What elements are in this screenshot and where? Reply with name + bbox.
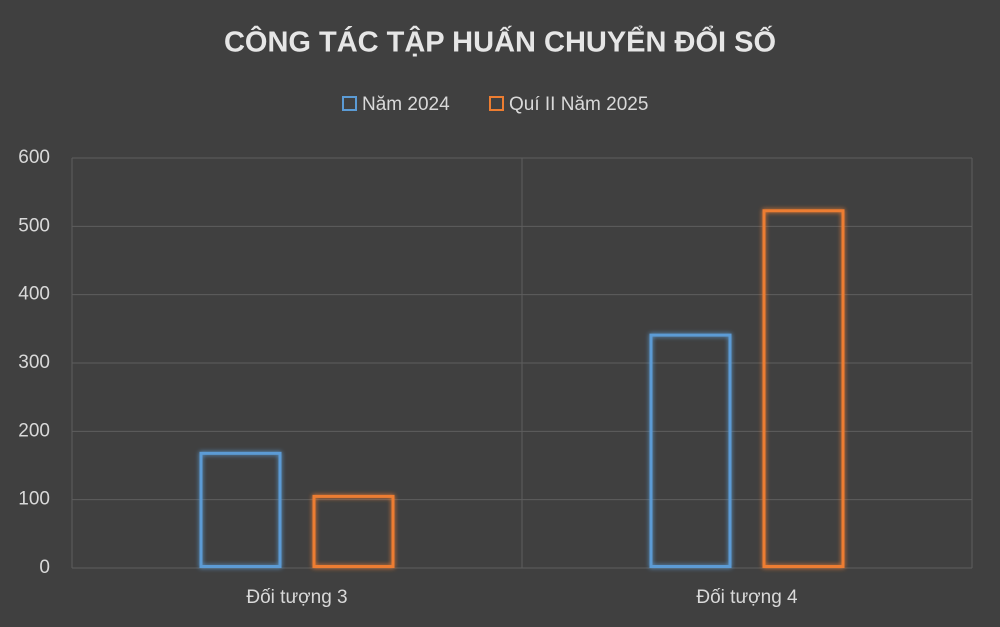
y-tick-label: 200 bbox=[18, 420, 50, 441]
x-tick-label: Đối tượng 4 bbox=[696, 587, 798, 608]
bar bbox=[199, 451, 282, 569]
chart-title: CÔNG TÁC TẬP HUẤN CHUYỂN ĐỔI SỐ bbox=[224, 25, 776, 59]
x-tick-label: Đối tượng 3 bbox=[246, 587, 347, 608]
legend-label: Quí II Năm 2025 bbox=[509, 94, 648, 115]
bar bbox=[649, 333, 732, 568]
legend-swatch bbox=[342, 96, 357, 111]
y-tick-label: 100 bbox=[18, 489, 50, 510]
bar bbox=[762, 209, 845, 568]
legend-label: Năm 2024 bbox=[362, 94, 450, 115]
y-tick-label: 400 bbox=[18, 284, 50, 305]
bar bbox=[312, 494, 395, 568]
legend-swatch bbox=[489, 96, 504, 111]
y-tick-label: 300 bbox=[18, 352, 50, 373]
y-tick-label: 600 bbox=[18, 147, 50, 168]
y-tick-label: 500 bbox=[18, 215, 50, 236]
y-tick-label: 0 bbox=[39, 557, 50, 578]
